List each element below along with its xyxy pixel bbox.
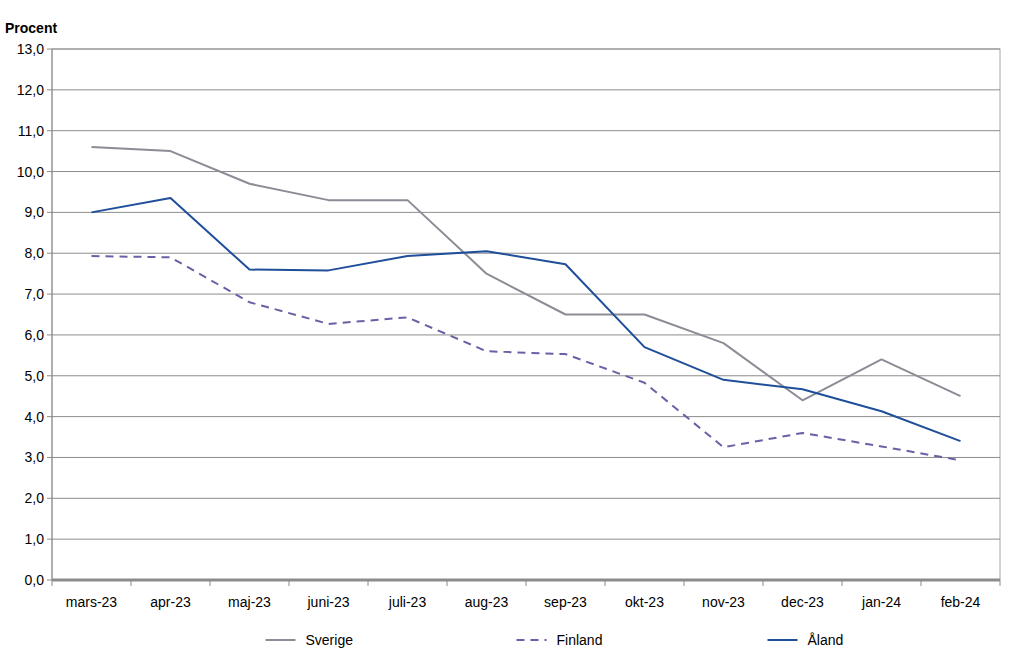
y-tick-label: 4,0 bbox=[25, 409, 45, 425]
x-tick-label: okt-23 bbox=[625, 594, 664, 610]
y-tick-label: 3,0 bbox=[25, 449, 45, 465]
grid-line bbox=[52, 498, 1000, 499]
x-tick bbox=[921, 580, 922, 586]
y-tick bbox=[47, 49, 52, 50]
x-tick-label: aug-23 bbox=[465, 594, 509, 610]
series-line bbox=[92, 198, 961, 441]
y-tick-label: 5,0 bbox=[25, 368, 45, 384]
y-tick-label: 10,0 bbox=[17, 164, 44, 180]
x-tick bbox=[842, 580, 843, 586]
title: Procent bbox=[5, 20, 57, 36]
x-tick-label: dec-23 bbox=[781, 594, 824, 610]
x-tick bbox=[368, 580, 369, 586]
series-line bbox=[92, 256, 961, 460]
x-tick bbox=[684, 580, 685, 586]
x-tick bbox=[763, 580, 764, 586]
x-tick bbox=[210, 580, 211, 586]
series-group bbox=[92, 147, 961, 460]
grid-line bbox=[52, 171, 1000, 172]
y-tick-label: 12,0 bbox=[17, 82, 44, 98]
x-tick bbox=[605, 580, 606, 586]
y-tick bbox=[47, 89, 52, 90]
x-tick-label: sep-23 bbox=[544, 594, 587, 610]
legend-label: Finland bbox=[557, 632, 603, 648]
y-tick bbox=[47, 539, 52, 540]
y-tick bbox=[47, 212, 52, 213]
y-tick-label: 7,0 bbox=[25, 286, 45, 302]
y-tick-label: 1,0 bbox=[25, 531, 45, 547]
y-tick bbox=[47, 171, 52, 172]
grid-line bbox=[52, 89, 1000, 90]
x-tick-label: jan-24 bbox=[861, 594, 901, 610]
grid-line bbox=[52, 253, 1000, 254]
y-tick-label: 11,0 bbox=[18, 123, 44, 139]
legend-key bbox=[517, 639, 547, 641]
legend-label: Sverige bbox=[306, 632, 354, 648]
y-tick-label: 9,0 bbox=[25, 204, 45, 220]
grid-line bbox=[52, 130, 1000, 131]
grid-line bbox=[52, 49, 1000, 50]
y-axis bbox=[52, 49, 53, 580]
y-tick-label: 2,0 bbox=[25, 490, 45, 506]
y-tick bbox=[47, 498, 52, 499]
x-tick-label: apr-23 bbox=[150, 594, 191, 610]
x-tick bbox=[447, 580, 448, 586]
y-tick bbox=[47, 457, 52, 458]
grid-line bbox=[52, 457, 1000, 458]
y-tick bbox=[47, 253, 52, 254]
legend-key bbox=[266, 639, 296, 641]
grid-line bbox=[52, 375, 1000, 376]
x-tick bbox=[52, 580, 53, 586]
legend-key bbox=[768, 639, 798, 641]
grid-line bbox=[52, 416, 1000, 417]
y-tick bbox=[47, 130, 52, 131]
x-tick-label: nov-23 bbox=[702, 594, 745, 610]
grid-line bbox=[52, 539, 1000, 540]
legend-label: Åland bbox=[808, 632, 844, 648]
x-tick bbox=[1000, 580, 1001, 586]
y-tick bbox=[47, 416, 52, 417]
x-tick-label: maj-23 bbox=[228, 594, 271, 610]
x-tick-label: feb-24 bbox=[941, 594, 981, 610]
x-tick-label: juni-23 bbox=[306, 594, 349, 610]
series-line bbox=[92, 147, 961, 400]
y-tick bbox=[47, 334, 52, 335]
y-tick-label: 0,0 bbox=[25, 572, 45, 588]
y-tick bbox=[47, 580, 52, 581]
grid-line bbox=[52, 334, 1000, 335]
x-tick bbox=[526, 580, 527, 586]
y-tick-label: 6,0 bbox=[25, 327, 45, 343]
y-tick-label: 8,0 bbox=[25, 245, 45, 261]
x-tick-label: juli-23 bbox=[388, 594, 427, 610]
plot-frame bbox=[52, 49, 1000, 580]
grid-line bbox=[52, 212, 1000, 213]
x-tick bbox=[131, 580, 132, 586]
chart: 0,0 1,0 2,0 3,0 4,0 5,0 6,0 7,0 8,0 9,0 10,0 11,0 12… bbox=[0, 0, 1023, 670]
x-tick-label: mars-23 bbox=[66, 594, 118, 610]
y-tick bbox=[47, 375, 52, 376]
x-tick bbox=[289, 580, 290, 586]
y-tick-label: 13,0 bbox=[17, 41, 44, 57]
y-tick bbox=[47, 294, 52, 295]
